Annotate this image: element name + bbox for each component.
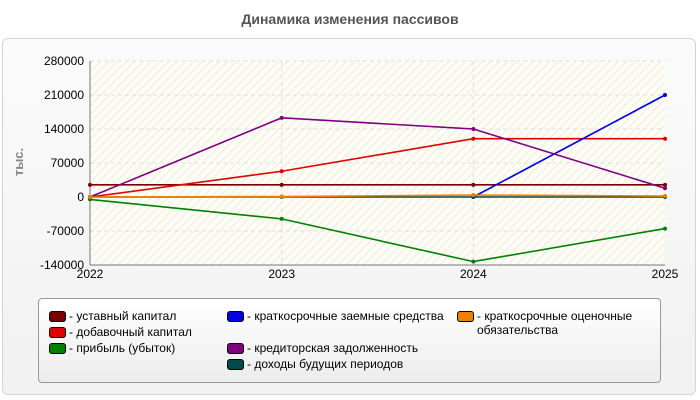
data-point — [279, 169, 284, 174]
y-tick-label: 210000 — [44, 88, 84, 102]
y-tick-label: 70000 — [51, 156, 85, 170]
data-point — [663, 93, 667, 97]
data-point — [471, 182, 476, 187]
series-line — [472, 94, 666, 198]
y-tick-label: 280000 — [44, 54, 84, 68]
y-tick-label: 140000 — [44, 122, 84, 136]
data-point — [471, 259, 476, 264]
chart-title: Динамика изменения пассивов — [241, 11, 459, 27]
legend-item: - прибыль (убыток) — [49, 341, 219, 355]
data-point — [663, 182, 667, 187]
series-line — [89, 137, 665, 198]
y-tick-label: 0 — [77, 190, 84, 204]
series-line — [89, 117, 666, 198]
data-point — [279, 115, 284, 120]
y-axis-label: тыс. — [11, 148, 26, 176]
legend-item: - краткосрочные оценочные обязательства — [457, 309, 657, 337]
x-tick-label: 2022 — [77, 267, 104, 281]
data-point — [471, 127, 476, 131]
x-tick-label: 2023 — [268, 267, 295, 281]
y-tick-label: -140000 — [40, 258, 84, 272]
x-tick-label: 2025 — [652, 267, 679, 281]
data-point — [663, 186, 667, 191]
legend-swatch — [49, 311, 66, 322]
legend-label: - кредиторская задолженность — [247, 341, 419, 355]
legend-swatch — [227, 343, 244, 354]
series-lines — [88, 93, 667, 264]
data-point — [471, 193, 476, 198]
data-point — [279, 182, 284, 187]
legend-item: - доходы будущих периодов — [227, 357, 452, 371]
legend-item: - добавочный капитал — [49, 325, 219, 339]
legend-swatch — [227, 359, 244, 370]
series-line — [89, 194, 666, 198]
data-point — [663, 226, 667, 231]
legend-item: - кредиторская задолженность — [227, 341, 452, 355]
data-point — [279, 216, 284, 221]
series-line — [89, 198, 666, 263]
tick-labels: 280000210000140000700000-70000-140000202… — [40, 54, 679, 281]
data-point — [279, 194, 284, 199]
y-tick-label: -70000 — [47, 224, 85, 238]
x-tick-label: 2024 — [460, 267, 487, 281]
data-point — [663, 194, 667, 199]
data-point — [88, 182, 92, 187]
legend: - уставный капитал - добавочный капитал - … — [38, 298, 661, 383]
legend-label: - уставный капитал — [69, 309, 177, 323]
legend-label: - краткосрочные заемные средства — [247, 309, 444, 323]
data-point — [471, 136, 476, 141]
legend-label: - прибыль (убыток) — [69, 341, 176, 355]
legend-label: - доходы будущих периодов — [247, 357, 404, 371]
legend-item: - краткосрочные заемные средства — [227, 309, 452, 323]
legend-swatch — [457, 311, 474, 322]
legend-swatch — [49, 343, 66, 354]
legend-swatch — [227, 311, 244, 322]
legend-item: - уставный капитал — [49, 309, 219, 323]
data-point — [88, 195, 92, 199]
data-point — [663, 136, 667, 141]
legend-swatch — [49, 327, 66, 338]
legend-label: - добавочный капитал — [69, 325, 192, 339]
legend-label: - краткосрочные оценочные обязательства — [477, 309, 633, 337]
